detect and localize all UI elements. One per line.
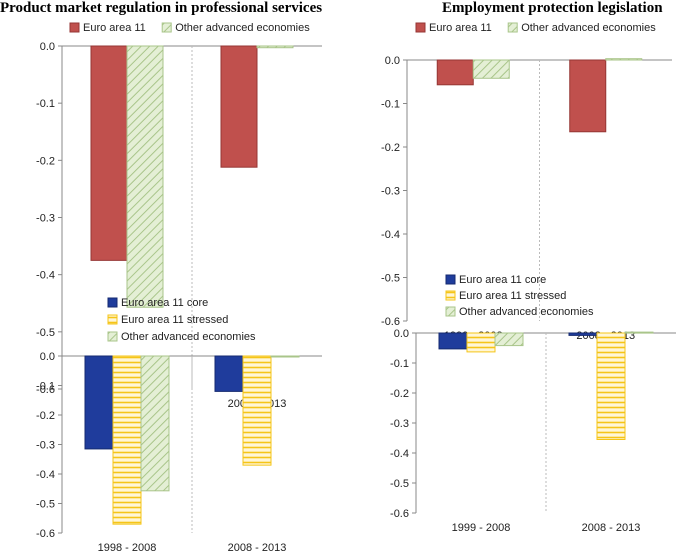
y-tick-label: -0.6 bbox=[381, 316, 400, 328]
y-tick-label: -0.4 bbox=[36, 469, 55, 481]
bar-core bbox=[438, 332, 468, 350]
legend-label: Euro area 11 bbox=[83, 22, 146, 34]
y-tick-label: -0.6 bbox=[36, 528, 55, 540]
legend-label: Other advanced economies bbox=[459, 306, 594, 318]
bar-stressed bbox=[466, 332, 496, 353]
y-tick-label: -0.2 bbox=[36, 410, 55, 422]
y-tick-label: -0.5 bbox=[36, 499, 55, 511]
y-tick-label: -0.4 bbox=[36, 270, 55, 282]
bar-core bbox=[214, 355, 244, 392]
bar-other bbox=[605, 58, 643, 61]
y-tick-label: -0.1 bbox=[390, 358, 409, 370]
y-tick-label: 0.0 bbox=[40, 351, 55, 363]
bar-other bbox=[140, 355, 170, 492]
x-tick-label: 1998 - 2008 bbox=[98, 542, 157, 553]
y-tick-label: -0.1 bbox=[381, 99, 400, 111]
y-tick-label: -0.2 bbox=[381, 142, 400, 154]
bar-other bbox=[472, 59, 510, 79]
y-tick-label: -0.4 bbox=[390, 448, 409, 460]
legend-swatch-other bbox=[445, 306, 456, 317]
bar-euro bbox=[569, 59, 607, 133]
legend-swatch-other bbox=[161, 22, 172, 33]
legend-label: Euro area 11 core bbox=[121, 297, 208, 309]
y-tick-label: 0.0 bbox=[385, 55, 400, 67]
legend-label: Euro area 11 core bbox=[459, 274, 546, 286]
legend-label: Other advanced economies bbox=[175, 22, 310, 34]
bar-euro bbox=[220, 45, 258, 168]
bar-stressed bbox=[596, 332, 626, 440]
y-tick-label: -0.3 bbox=[36, 213, 55, 225]
y-tick-label: -0.4 bbox=[381, 229, 400, 241]
y-tick-label: -0.1 bbox=[36, 98, 55, 110]
x-tick-label: 1999 - 2008 bbox=[452, 522, 511, 534]
legend-label: Euro area 11 stressed bbox=[459, 290, 566, 302]
y-tick-label: 0.0 bbox=[40, 41, 55, 53]
legend-label: Other advanced economies bbox=[121, 331, 256, 343]
bar-other bbox=[126, 45, 164, 308]
legend-label: Other advanced economies bbox=[521, 22, 656, 34]
legend-swatch-core bbox=[445, 274, 456, 285]
y-tick-label: -0.6 bbox=[390, 508, 409, 520]
legend-swatch-euro bbox=[69, 22, 80, 33]
bar-other bbox=[256, 45, 294, 49]
legend-label: Euro area 11 bbox=[429, 22, 492, 34]
bar-euro bbox=[436, 59, 474, 86]
y-tick-label: -0.6 bbox=[36, 384, 55, 396]
chart-4: 0.0 -0.1 -0.2 -0.3 -0.4 -0.5 -0.6 1999 - 2008 20… bbox=[390, 274, 676, 534]
bar-core bbox=[568, 332, 598, 336]
legend: Euro area 11 core Euro area 11 stressed Ot… bbox=[107, 297, 256, 343]
legend-swatch-core bbox=[107, 297, 118, 308]
x-tick-label: 2008 - 2013 bbox=[228, 542, 287, 553]
bar-stressed bbox=[112, 355, 142, 525]
chart-3: 0.0 -0.1 -0.2 -0.3 -0.4 -0.5 -0.6 1998 - 2008 20… bbox=[36, 297, 322, 553]
y-tick-label: -0.5 bbox=[36, 327, 55, 339]
bar-other bbox=[494, 332, 524, 347]
y-tick-label: -0.3 bbox=[36, 440, 55, 452]
x-tick-label: 2008 - 2013 bbox=[582, 522, 641, 534]
legend-label: Euro area 11 stressed bbox=[121, 314, 228, 326]
title-employment-protection: Employment protection legislation bbox=[442, 0, 663, 16]
y-tick-label: -0.5 bbox=[381, 273, 400, 285]
y-tick-label: -0.1 bbox=[36, 381, 55, 393]
legend: Euro area 11 Other advanced economies bbox=[415, 22, 656, 34]
bar-other bbox=[270, 355, 300, 358]
legend: Euro area 11 Other advanced economies bbox=[69, 22, 310, 34]
legend-swatch-other bbox=[107, 331, 118, 342]
y-tick-label: -0.2 bbox=[390, 388, 409, 400]
legend-swatch-euro bbox=[415, 22, 426, 33]
y-tick-label: -0.5 bbox=[390, 478, 409, 490]
bar-euro bbox=[90, 45, 128, 261]
legend: Euro area 11 core Euro area 11 stressed Ot… bbox=[445, 274, 594, 318]
legend-swatch-other bbox=[507, 22, 518, 33]
bar-core bbox=[84, 355, 114, 450]
y-tick-label: 0.0 bbox=[394, 328, 409, 340]
bar-stressed bbox=[242, 355, 272, 466]
title-product-market: Product market regulation in professiona… bbox=[0, 0, 323, 16]
legend-swatch-stressed bbox=[445, 290, 456, 301]
bar-other bbox=[624, 331, 654, 334]
y-tick-label: -0.2 bbox=[36, 155, 55, 167]
y-tick-label: -0.3 bbox=[390, 418, 409, 430]
y-tick-label: -0.3 bbox=[381, 186, 400, 198]
legend-swatch-stressed bbox=[107, 314, 118, 325]
